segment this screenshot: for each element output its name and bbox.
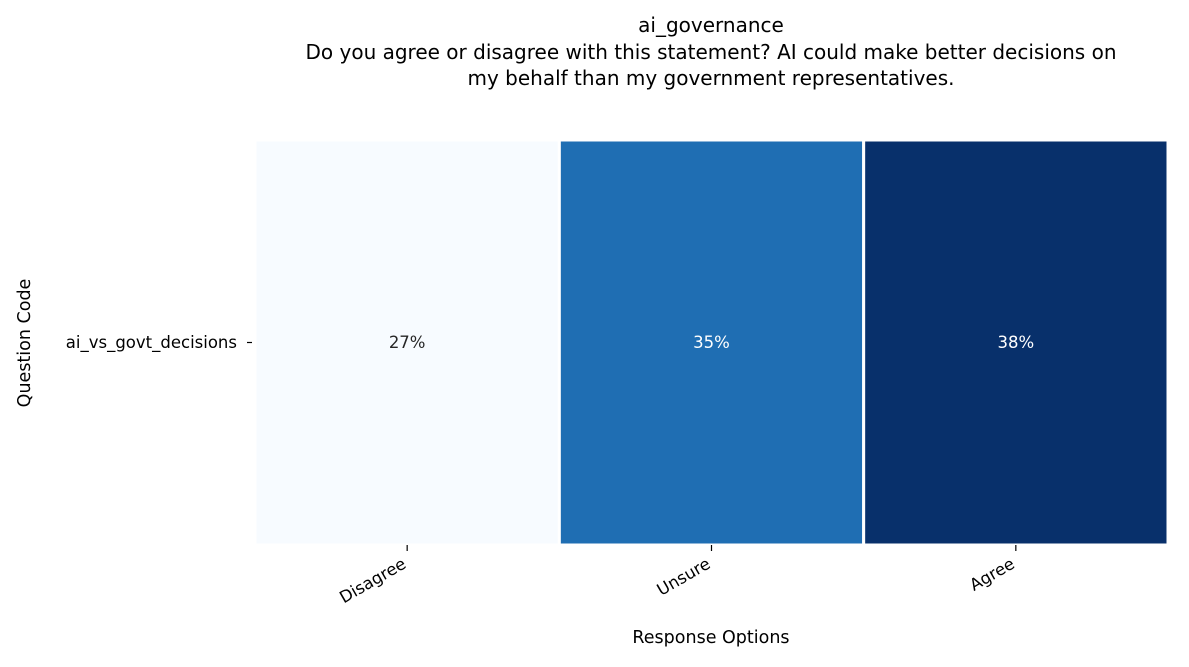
heatmap-cell-disagree xyxy=(253,138,561,547)
y-tick-label: ai_vs_govt_decisions xyxy=(66,333,237,353)
cell-value-label-agree: 38% xyxy=(997,333,1034,352)
cell-value-label-disagree: 27% xyxy=(389,333,426,352)
cell-value-label-unsure: 35% xyxy=(693,333,730,352)
heatmap-cell-unsure xyxy=(557,138,866,547)
heatmap-cells xyxy=(253,138,1170,547)
chart-subtitle-line-1: Do you agree or disagree with this state… xyxy=(306,40,1117,64)
heatmap-cell-labels: 27% 35% 38% xyxy=(389,333,1034,352)
heatmap-cell-agree xyxy=(862,138,1170,547)
chart-subtitle-line-2: my behalf than my government representat… xyxy=(467,66,954,90)
x-axis-label: Response Options xyxy=(632,628,789,648)
y-axis-ticks: ai_vs_govt_decisions xyxy=(66,333,252,353)
y-axis-label: Question Code xyxy=(15,279,35,408)
chart-title: ai_governance xyxy=(638,13,784,37)
